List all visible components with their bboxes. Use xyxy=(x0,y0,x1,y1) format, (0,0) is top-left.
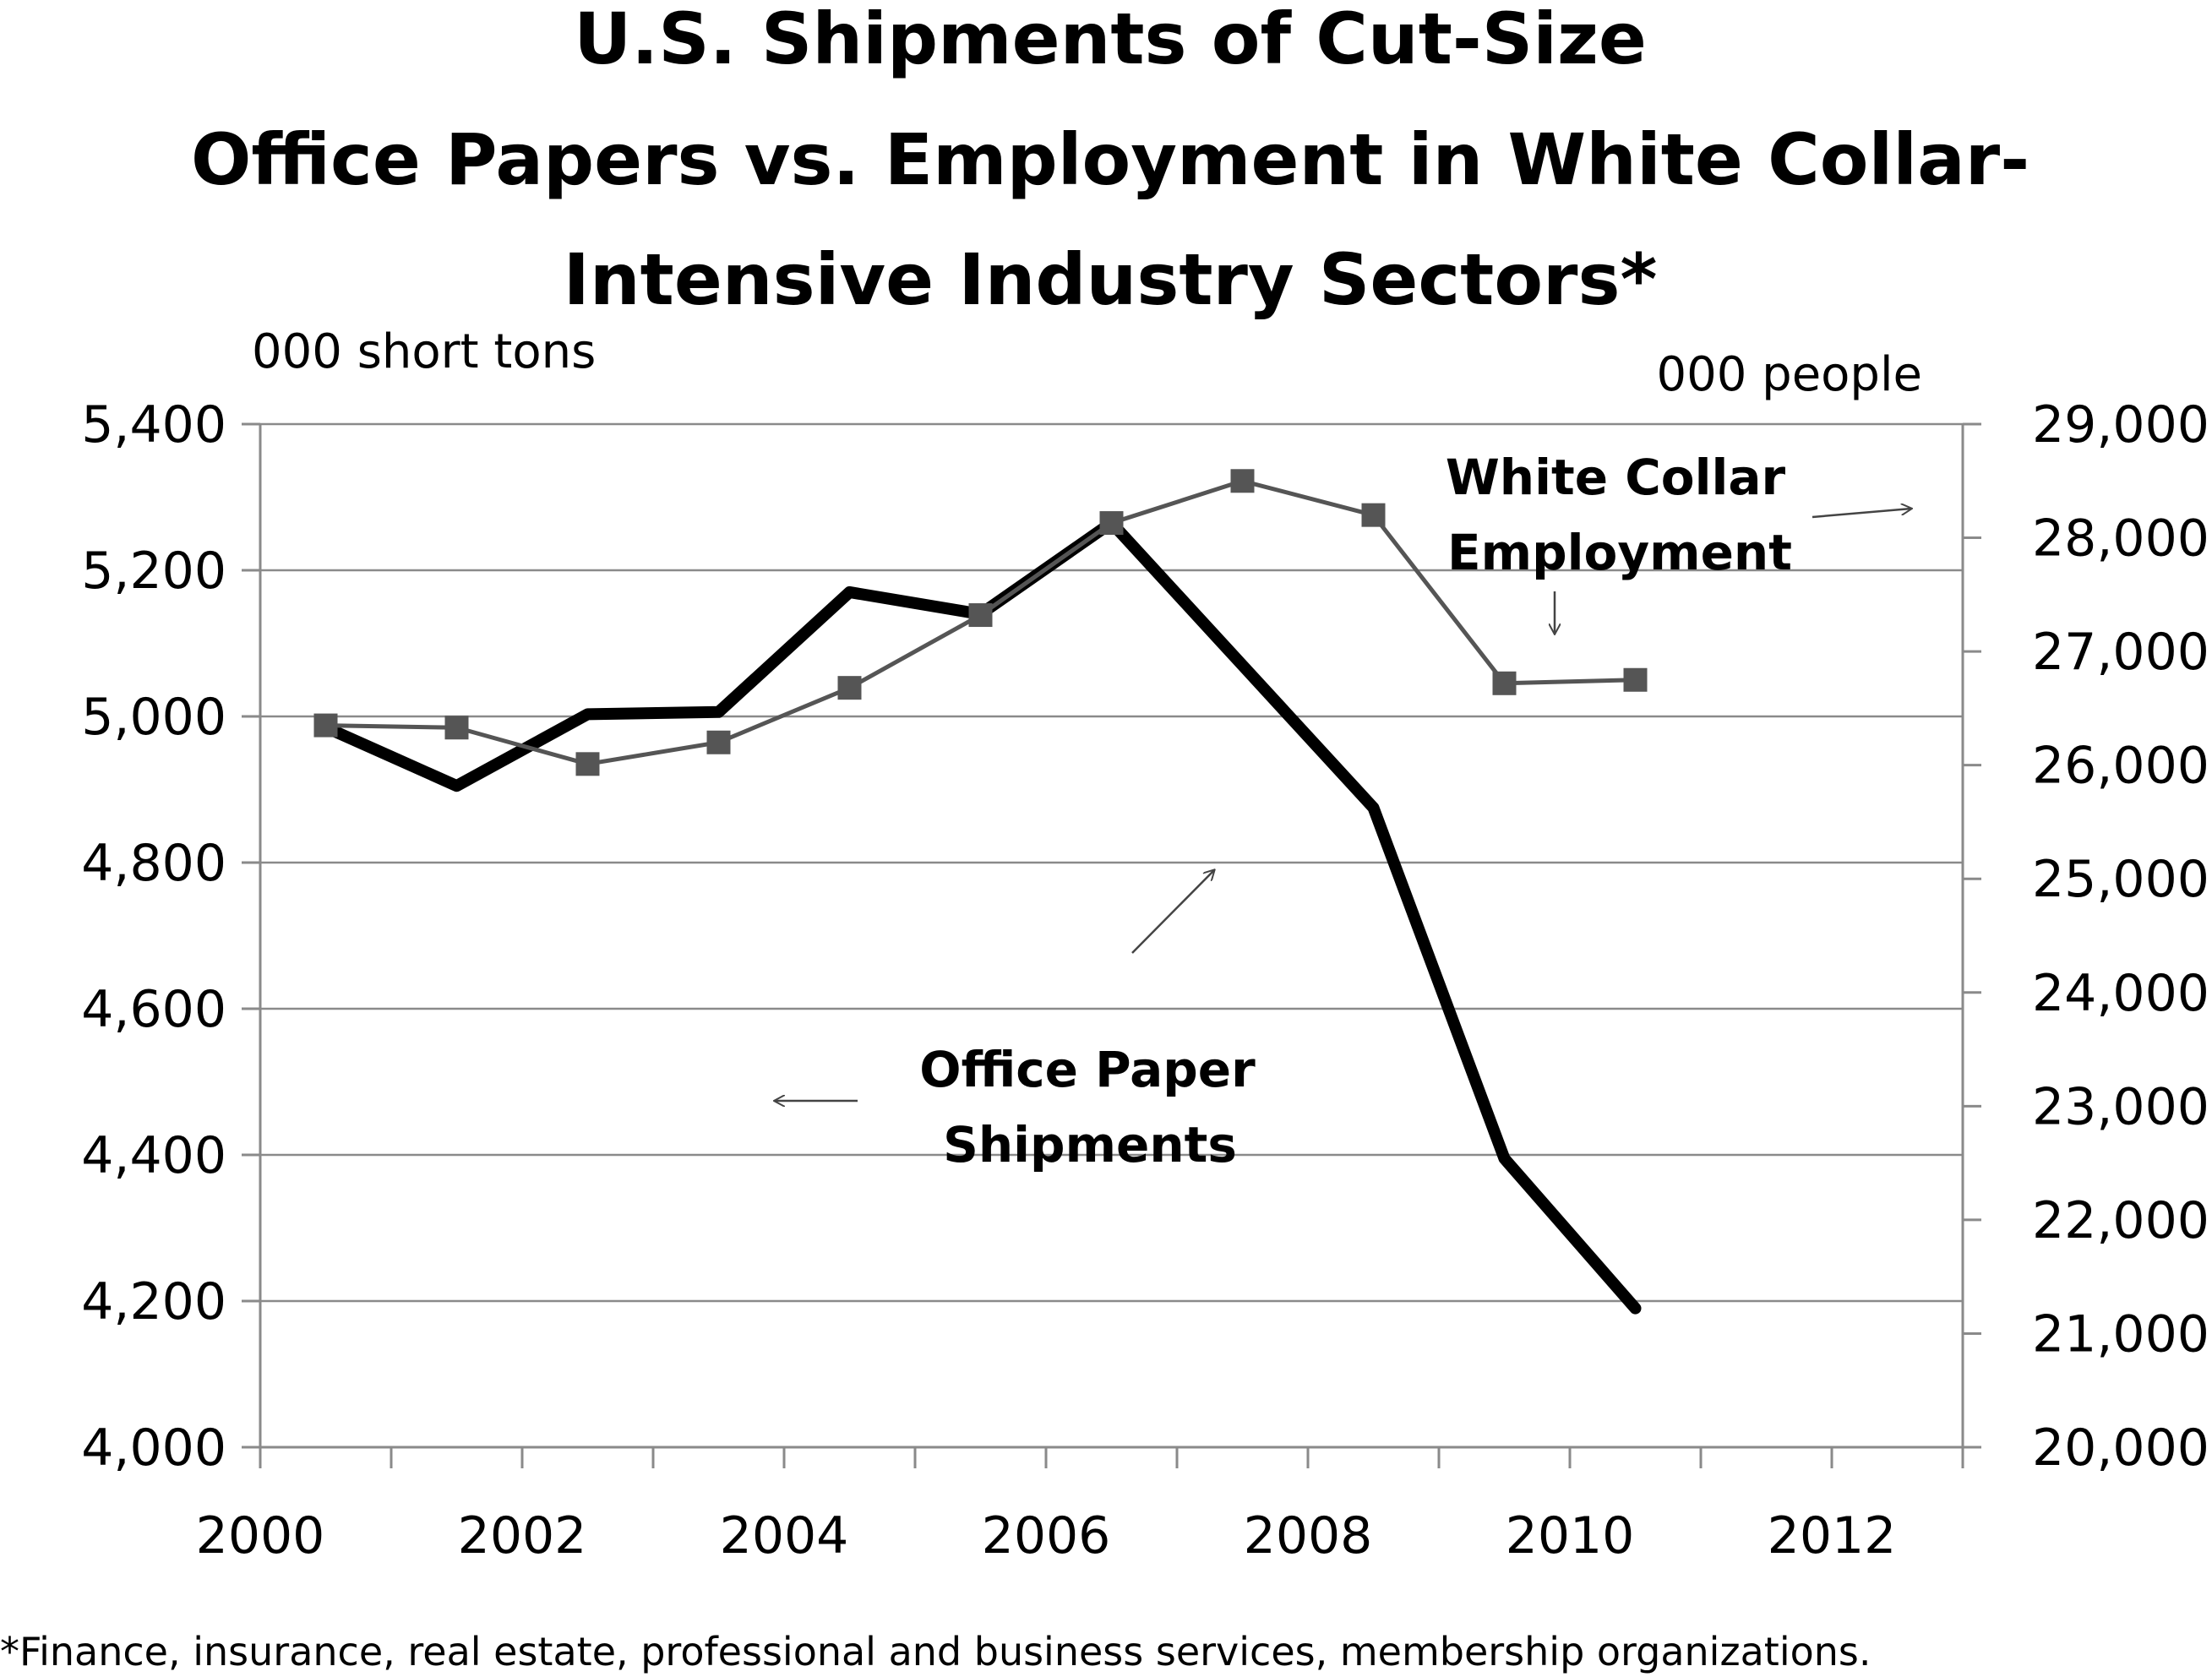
y-left-tick-label-3: 4,800 xyxy=(81,834,226,893)
y-left-tick-label-2: 5,000 xyxy=(81,688,226,747)
series-1-point-2005 xyxy=(968,603,993,628)
series-1-point-2004 xyxy=(837,676,862,700)
chart-title-line-2: Office Papers vs. Employment in White Co… xyxy=(191,118,2029,201)
footnote: *Finance, insurance, real estate, profes… xyxy=(0,1629,1871,1674)
series-1-point-2000 xyxy=(313,713,338,738)
y-right-tick-label-9: 20,000 xyxy=(2032,1418,2209,1478)
y-right-tick-label-0: 29,000 xyxy=(2032,395,2209,455)
series-line-0 xyxy=(319,516,1642,1315)
chart-title-line-3: Intensive Industry Sectors* xyxy=(564,238,1658,321)
series-1-point-2002 xyxy=(575,752,600,776)
y-right-tick-label-7: 22,000 xyxy=(2032,1191,2209,1250)
series-1-point-2006 xyxy=(1099,511,1124,536)
shipments-annotation-line-1: Office Paper xyxy=(919,1041,1256,1098)
chart-title-line-1: U.S. Shipments of Cut-Size xyxy=(574,0,1647,80)
y-right-tick-label-1: 28,000 xyxy=(2032,509,2209,569)
y-left-tick-label-5: 4,400 xyxy=(81,1126,226,1185)
x-tick-label-2004: 2004 xyxy=(720,1506,849,1565)
series-1-point-2009 xyxy=(1492,671,1517,695)
y-right-tick-label-8: 21,000 xyxy=(2032,1304,2209,1364)
y-left-tick-label-7: 4,000 xyxy=(81,1418,226,1478)
y-left-tick-label-6: 4,200 xyxy=(81,1272,226,1331)
y-right-tick-label-6: 23,000 xyxy=(2032,1077,2209,1136)
employment-right-arrow xyxy=(1812,509,1911,519)
series-1-point-2001 xyxy=(444,716,469,740)
x-tick-label-2012: 2012 xyxy=(1768,1506,1897,1565)
y-left-tick-label-1: 5,200 xyxy=(81,542,226,601)
x-tick-label-2010: 2010 xyxy=(1506,1506,1635,1565)
employment-annotation-line-1: White Collar xyxy=(1446,449,1786,506)
x-tick-label-2006: 2006 xyxy=(982,1506,1111,1565)
y-right-tick-label-3: 26,000 xyxy=(2032,737,2209,796)
x-tick-label-2002: 2002 xyxy=(458,1506,587,1565)
series-1-point-2007 xyxy=(1230,469,1255,493)
x-tick-label-2008: 2008 xyxy=(1244,1506,1373,1565)
y-left-axis-label: 000 short tons xyxy=(252,324,596,379)
y-right-axis-label: 000 people xyxy=(1656,347,1922,402)
series-1-point-2003 xyxy=(706,730,731,754)
series-1-point-2010 xyxy=(1623,667,1648,692)
y-right-tick-label-4: 25,000 xyxy=(2032,850,2209,909)
y-right-tick-label-5: 24,000 xyxy=(2032,964,2209,1023)
series-1-point-2008 xyxy=(1361,503,1386,527)
y-left-tick-label-4: 4,600 xyxy=(81,980,226,1039)
x-tick-label-2000: 2000 xyxy=(196,1506,325,1565)
y-left-tick-label-0: 5,400 xyxy=(81,395,226,455)
employment-annotation-line-2: Employment xyxy=(1447,524,1792,581)
y-right-tick-label-2: 27,000 xyxy=(2032,623,2209,682)
shipments-annotation-line-2: Shipments xyxy=(943,1116,1237,1173)
shipments-up-arrow xyxy=(1131,870,1214,954)
